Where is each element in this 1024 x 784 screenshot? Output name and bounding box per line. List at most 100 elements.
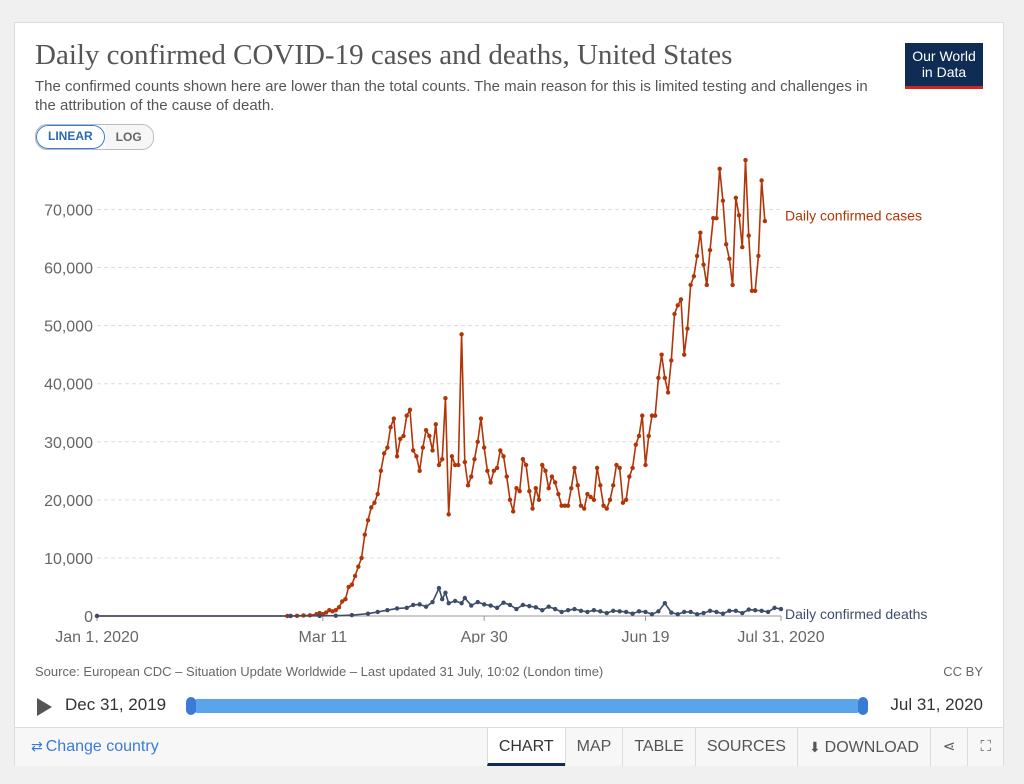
data-point	[317, 613, 322, 619]
owid-logo[interactable]: Our World in Data	[905, 43, 983, 89]
data-point	[494, 605, 500, 611]
data-point	[691, 274, 697, 279]
data-point	[662, 601, 668, 606]
data-point	[514, 606, 519, 612]
play-icon[interactable]	[37, 698, 52, 716]
change-country-link[interactable]: ⇄ Change country	[31, 738, 159, 756]
data-point	[343, 596, 348, 602]
share-button[interactable]: ⋖	[929, 728, 968, 766]
data-point	[527, 488, 532, 494]
data-point	[452, 598, 458, 604]
data-point	[620, 500, 626, 505]
data-point	[469, 603, 474, 608]
data-point	[414, 454, 419, 459]
tab-sources[interactable]: SOURCES	[694, 728, 797, 766]
data-point	[356, 564, 361, 569]
tab-map[interactable]: MAP	[564, 728, 623, 766]
y-tick-label: 70,000	[44, 202, 93, 219]
timeline-end-handle[interactable]	[858, 697, 868, 715]
data-point	[423, 604, 429, 609]
data-point	[707, 608, 713, 613]
change-country-label: Change country	[45, 738, 159, 755]
data-point	[401, 433, 406, 439]
data-point	[465, 483, 471, 488]
footer-bar: ⇄ Change country CHART MAP TABLE SOURCES …	[15, 727, 1003, 766]
data-point	[762, 218, 768, 224]
data-point	[714, 215, 719, 221]
data-point	[430, 599, 435, 605]
data-point	[623, 609, 629, 615]
data-point	[669, 610, 674, 615]
data-point	[740, 610, 745, 616]
data-point	[410, 448, 416, 453]
data-point	[701, 610, 706, 616]
timeline-start-handle[interactable]	[186, 697, 196, 715]
data-point	[459, 332, 464, 337]
data-point	[636, 609, 642, 614]
data-point	[446, 601, 451, 606]
data-point	[365, 611, 371, 616]
linear-scale-button[interactable]: LINEAR	[36, 125, 105, 149]
data-point	[533, 486, 538, 491]
data-point	[462, 459, 468, 465]
data-point	[546, 486, 551, 491]
data-point	[604, 506, 609, 511]
x-tick-label: Jan 1, 2020	[55, 629, 139, 643]
data-point	[346, 584, 351, 590]
data-point	[636, 433, 642, 439]
data-point	[533, 605, 538, 610]
tab-download[interactable]: ⬇ DOWNLOAD	[796, 728, 930, 766]
tab-download-label: DOWNLOAD	[824, 739, 919, 756]
data-point	[552, 606, 558, 612]
data-point	[352, 573, 358, 579]
data-point	[369, 505, 374, 510]
data-point	[443, 396, 448, 401]
data-point	[698, 230, 703, 235]
data-point	[462, 595, 468, 601]
data-point	[381, 451, 387, 456]
scale-toggle: LINEAR LOG	[35, 124, 154, 150]
data-point	[520, 602, 526, 608]
data-point	[501, 600, 506, 605]
data-point	[404, 605, 409, 611]
data-point	[504, 474, 509, 479]
data-point	[672, 311, 677, 317]
data-point	[340, 599, 345, 604]
data-point	[507, 497, 513, 503]
data-point	[572, 606, 577, 612]
data-point	[607, 497, 613, 503]
data-point	[685, 326, 690, 331]
fullscreen-button[interactable]: ⛶	[967, 728, 1003, 766]
tab-chart[interactable]: CHART	[486, 728, 565, 766]
y-tick-label: 0	[84, 609, 93, 626]
data-point	[449, 454, 455, 459]
data-point	[717, 166, 722, 172]
data-point	[427, 433, 432, 439]
data-point	[543, 468, 548, 474]
tab-table[interactable]: TABLE	[622, 728, 695, 766]
data-point	[436, 462, 442, 468]
share-icon: ⋖	[942, 738, 956, 755]
data-point	[627, 474, 632, 479]
data-point	[614, 462, 619, 468]
data-point	[646, 433, 651, 439]
data-point	[594, 465, 600, 471]
y-tick-label: 50,000	[44, 319, 93, 336]
data-point	[746, 233, 751, 238]
data-point	[701, 262, 706, 267]
data-point	[749, 288, 755, 293]
data-point	[617, 609, 622, 614]
data-point	[436, 585, 442, 591]
data-point	[469, 474, 474, 479]
data-point	[723, 242, 729, 247]
log-scale-button[interactable]: LOG	[104, 125, 153, 149]
data-point	[540, 607, 545, 613]
data-point	[565, 607, 571, 613]
data-point	[572, 465, 577, 471]
data-point	[491, 468, 497, 474]
timeline-track[interactable]	[186, 697, 868, 715]
y-tick-label: 10,000	[44, 551, 93, 568]
data-point	[398, 436, 403, 442]
license-link[interactable]: CC BY	[943, 664, 983, 679]
data-point	[365, 517, 371, 523]
